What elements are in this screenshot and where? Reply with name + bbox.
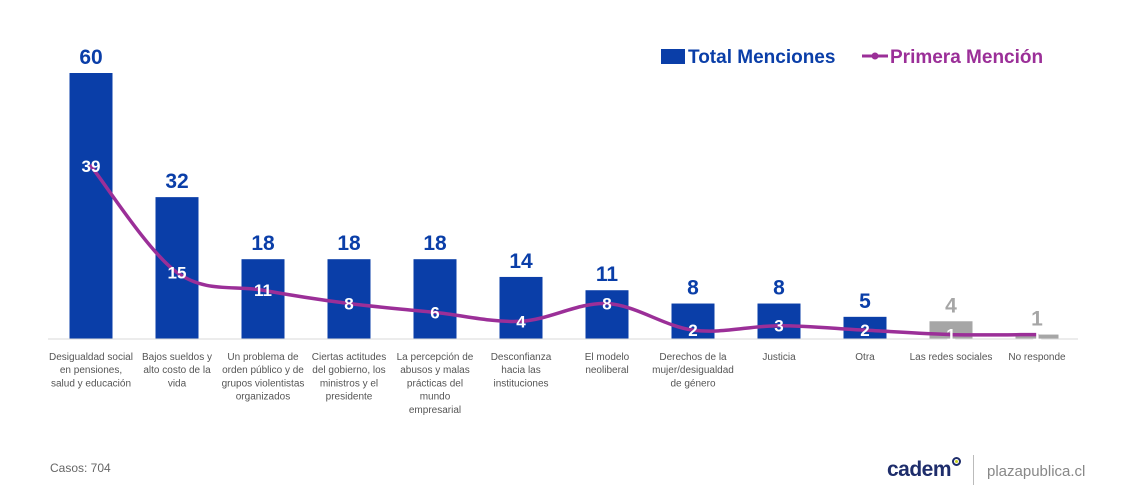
line-value-label: 2: [860, 321, 869, 340]
category-label: Ciertas actitudes del gobierno, los minist…: [312, 352, 386, 403]
category-label: Otra: [855, 352, 875, 363]
category-label: La percepción de abusos y malas prácticas …: [397, 352, 474, 416]
bars: [69, 73, 1059, 339]
category-labels: Desigualdad social en pensiones, salud y e…: [49, 352, 1066, 416]
line-value-label: 15: [168, 264, 187, 283]
bar-value-label: 14: [509, 250, 533, 273]
category-label: No responde: [1008, 352, 1066, 363]
bar-3: [241, 259, 285, 339]
bar-9: [757, 303, 801, 339]
line-value-label: 4: [516, 312, 526, 331]
primera-mencion-line: [89, 164, 1039, 337]
line-value-label: 8: [344, 295, 353, 314]
category-label: Bajos sueldos y alto costo de la vida: [142, 352, 212, 389]
site-url: plazapublica.cl: [987, 463, 1086, 480]
brand-text: cadem: [887, 458, 952, 481]
bar-value-label: 5: [859, 290, 871, 313]
line-value-label: 39: [82, 157, 101, 176]
category-label: Un problema de orden público y de grupos v…: [222, 352, 305, 403]
bar-2: [155, 197, 199, 339]
bar-value-label: 18: [337, 232, 361, 255]
category-label: El modelo neoliberal: [585, 352, 630, 376]
bar-value-label: 32: [165, 170, 188, 193]
footer-divider: [973, 455, 974, 485]
line-value-label: 3: [774, 317, 783, 336]
category-label: Desconfianza hacia las instituciones: [491, 352, 552, 389]
bar-value-label: 4: [945, 294, 957, 317]
bar-labels: 60 32 18 18 18 14 11 8 8 5 4 1: [79, 46, 1043, 331]
cadem-logo: cadem: [887, 457, 962, 482]
bar-12: [1015, 334, 1059, 339]
bar-8: [671, 303, 715, 339]
line-value-label: 8: [602, 295, 611, 314]
bar-value-label: 60: [79, 46, 102, 69]
bar-10: [843, 316, 887, 339]
line-value-label: 11: [254, 281, 272, 300]
legend-bar-swatch: [661, 49, 685, 64]
legend-primera-mencion: Primera Mención: [890, 47, 1043, 68]
category-label: Justicia: [762, 352, 796, 363]
category-label: Las redes sociales: [910, 352, 993, 363]
bar-value-label: 8: [773, 277, 785, 300]
line-value-label: 1: [1032, 326, 1041, 345]
line-value-label: 2: [688, 321, 697, 340]
category-label: Desigualdad social en pensiones, salud y e…: [49, 352, 133, 389]
bar-6: [499, 276, 543, 339]
bar-value-label: 18: [251, 232, 275, 255]
line-value-label: 6: [430, 303, 439, 322]
bar-1: [69, 73, 113, 339]
bar-7: [585, 290, 629, 339]
bar-value-label: 11: [596, 263, 619, 286]
logo-dot-icon: [952, 457, 962, 466]
category-label: Derechos de la mujer/desigualdad de género: [652, 352, 734, 389]
bar-value-label: 1: [1031, 308, 1043, 331]
bar-4: [327, 259, 371, 339]
legend-line-marker: [871, 52, 879, 60]
legend: Total Menciones Primera Mención: [661, 47, 1043, 68]
cases-note: Casos: 704: [50, 461, 111, 475]
bar-value-label: 8: [687, 277, 699, 300]
bar-5: [413, 259, 457, 339]
bar-value-label: 18: [423, 232, 447, 255]
line-value-label: 1: [946, 326, 955, 345]
line-series: [89, 164, 1039, 337]
legend-total-menciones: Total Menciones: [688, 47, 835, 68]
